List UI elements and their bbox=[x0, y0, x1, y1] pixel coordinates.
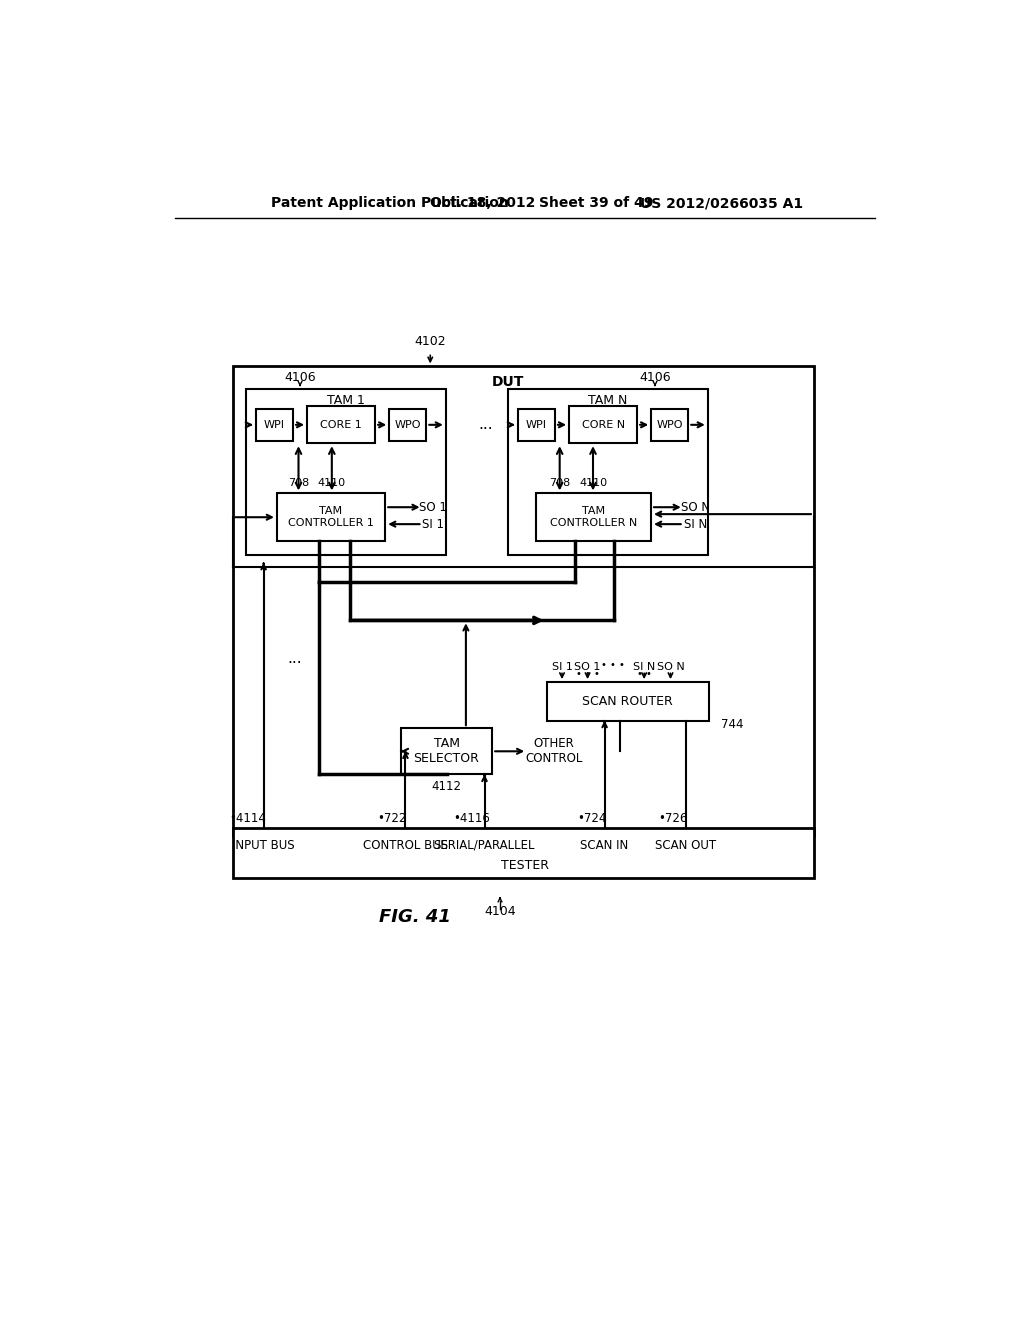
Text: •724: •724 bbox=[577, 812, 606, 825]
Text: FIG. 41: FIG. 41 bbox=[379, 908, 451, 925]
Text: 708: 708 bbox=[288, 478, 309, 488]
Text: SI 1: SI 1 bbox=[552, 661, 572, 672]
Text: ...: ... bbox=[288, 651, 302, 667]
Text: DUT: DUT bbox=[492, 375, 524, 388]
Text: OTHER
CONTROL: OTHER CONTROL bbox=[525, 738, 583, 766]
Text: TAM 1: TAM 1 bbox=[327, 393, 365, 407]
Text: SI N: SI N bbox=[684, 517, 707, 531]
Text: CORE N: CORE N bbox=[582, 420, 625, 430]
Text: SCAN IN: SCAN IN bbox=[581, 838, 629, 851]
Text: •722: •722 bbox=[377, 812, 407, 825]
Text: • • •: • • • bbox=[575, 669, 599, 680]
Text: 744: 744 bbox=[721, 718, 743, 731]
Text: SI N: SI N bbox=[633, 661, 655, 672]
Text: •726: •726 bbox=[658, 812, 687, 825]
Bar bbox=[232, 367, 814, 836]
Text: SO N: SO N bbox=[656, 661, 684, 672]
Text: SI 1: SI 1 bbox=[422, 517, 444, 531]
Text: 4104: 4104 bbox=[484, 906, 516, 917]
Text: SCAN ROUTER: SCAN ROUTER bbox=[583, 694, 673, 708]
Text: SERIAL/PARALLEL: SERIAL/PARALLEL bbox=[434, 838, 536, 851]
Text: • • •: • • • bbox=[601, 660, 625, 671]
Text: TESTER: TESTER bbox=[501, 859, 549, 871]
Text: SO N: SO N bbox=[681, 500, 710, 513]
Text: CONTROL BUS: CONTROL BUS bbox=[362, 838, 449, 851]
Bar bbox=[400, 729, 493, 775]
Text: 4106: 4106 bbox=[639, 371, 671, 384]
Text: •4114: •4114 bbox=[229, 812, 266, 825]
Bar bbox=[508, 389, 708, 554]
Bar bbox=[389, 409, 426, 441]
Text: TAM
CONTROLLER 1: TAM CONTROLLER 1 bbox=[288, 507, 374, 528]
Text: WPO: WPO bbox=[656, 420, 683, 430]
Bar bbox=[256, 409, 293, 441]
Text: • •: • • bbox=[637, 669, 651, 680]
Text: WPI: WPI bbox=[264, 420, 285, 430]
Text: CORE 1: CORE 1 bbox=[321, 420, 362, 430]
Text: Oct. 18, 2012: Oct. 18, 2012 bbox=[430, 197, 536, 210]
Text: 4110: 4110 bbox=[579, 478, 607, 488]
Bar bbox=[246, 389, 445, 554]
Text: 708: 708 bbox=[549, 478, 570, 488]
Text: Patent Application Publication: Patent Application Publication bbox=[271, 197, 509, 210]
Bar bbox=[232, 829, 814, 878]
Text: TAM
CONTROLLER N: TAM CONTROLLER N bbox=[550, 507, 637, 528]
Text: •4116: •4116 bbox=[453, 812, 489, 825]
Bar bbox=[651, 409, 688, 441]
Text: Sheet 39 of 49: Sheet 39 of 49 bbox=[539, 197, 653, 210]
Text: SO 1: SO 1 bbox=[420, 500, 447, 513]
Text: WPI: WPI bbox=[526, 420, 547, 430]
Text: WPO: WPO bbox=[394, 420, 421, 430]
Text: INPUT BUS: INPUT BUS bbox=[232, 838, 295, 851]
Bar bbox=[569, 407, 637, 444]
Bar bbox=[537, 494, 651, 541]
Text: SCAN OUT: SCAN OUT bbox=[655, 838, 717, 851]
Text: 4112: 4112 bbox=[431, 780, 462, 793]
Text: TAM N: TAM N bbox=[588, 393, 628, 407]
Bar bbox=[307, 407, 375, 444]
Text: 4110: 4110 bbox=[317, 478, 345, 488]
Bar bbox=[547, 682, 710, 721]
Text: SO 1: SO 1 bbox=[574, 661, 601, 672]
Text: TAM
SELECTOR: TAM SELECTOR bbox=[414, 738, 479, 766]
Text: US 2012/0266035 A1: US 2012/0266035 A1 bbox=[640, 197, 803, 210]
Text: ...: ... bbox=[479, 417, 494, 433]
Text: 4102: 4102 bbox=[415, 335, 446, 348]
Text: 4106: 4106 bbox=[285, 371, 315, 384]
Bar bbox=[518, 409, 555, 441]
Bar bbox=[276, 494, 385, 541]
